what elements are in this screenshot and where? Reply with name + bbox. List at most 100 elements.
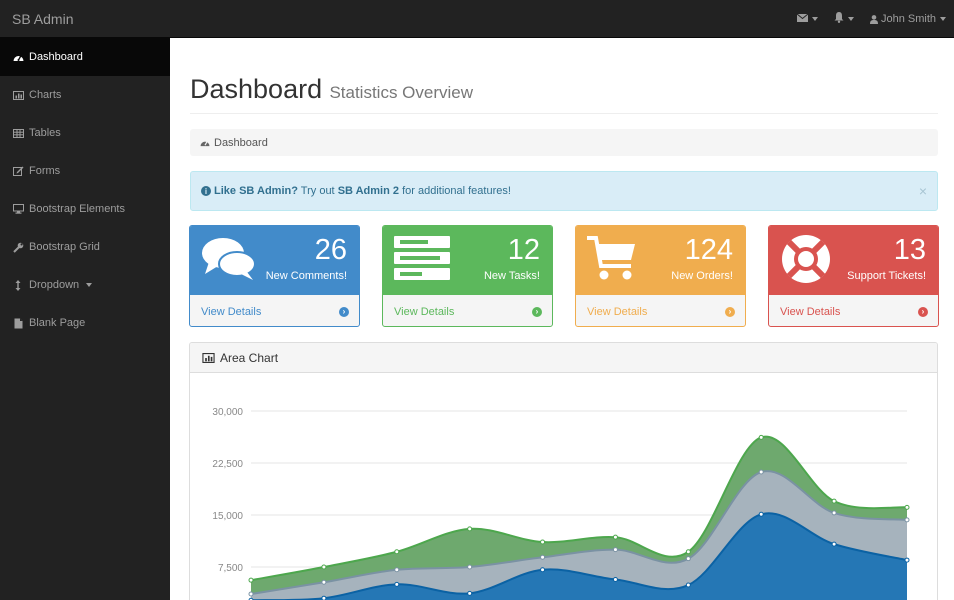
data-point[interactable] (467, 590, 473, 596)
data-point[interactable] (904, 557, 910, 563)
area-chart: 30,000 22,500 15,000 7,500 (212, 407, 910, 600)
bell-icon (834, 12, 844, 26)
panel-value: 26 (314, 234, 347, 266)
area-chart-panel: Area Chart 30,000 22,500 15,000 7,500 (189, 342, 938, 600)
panel-label: New Comments! (265, 270, 347, 282)
user-dropdown[interactable]: John Smith (862, 0, 954, 38)
data-point[interactable] (394, 549, 400, 555)
view-details-link[interactable]: View Details › (190, 295, 359, 326)
sidebar-item-dropdown[interactable]: Dropdown (0, 266, 170, 304)
data-point[interactable] (685, 549, 691, 555)
data-point[interactable] (540, 554, 546, 560)
user-icon (869, 14, 878, 24)
data-point[interactable] (540, 539, 546, 545)
info-circle-icon: i (201, 186, 211, 196)
chevron-down-icon (86, 283, 93, 287)
arrow-circle-right-icon: › (918, 306, 928, 317)
data-point[interactable] (467, 526, 473, 532)
sidebar-item-charts[interactable]: Charts (0, 76, 170, 114)
data-point[interactable] (612, 534, 618, 540)
data-point[interactable] (904, 517, 910, 523)
data-point[interactable] (321, 595, 327, 600)
bar-chart-icon (202, 352, 215, 363)
panel-value: 124 (684, 234, 733, 266)
series-line-0 (250, 512, 908, 600)
data-point[interactable] (612, 547, 618, 553)
data-point[interactable] (904, 504, 910, 510)
navbar-right: John Smith (789, 0, 954, 38)
view-details-text: View Details (587, 305, 648, 318)
panel-heading: 26 New Comments! (190, 226, 359, 295)
data-point[interactable] (758, 511, 764, 517)
panel-heading: Area Chart (190, 343, 937, 373)
view-details-text: View Details (201, 305, 262, 318)
data-point[interactable] (831, 498, 837, 504)
view-details-text: View Details (394, 305, 455, 318)
page-header: Dashboard Statistics Overview (190, 74, 938, 114)
table-icon (12, 127, 24, 139)
chevron-down-icon (847, 17, 854, 21)
data-point[interactable] (467, 564, 473, 570)
shopping-cart-icon (587, 236, 637, 285)
sidebar-item-blank-page[interactable]: Blank Page (0, 304, 170, 342)
data-point[interactable] (321, 579, 327, 585)
sidebar-item-label: Tables (29, 127, 61, 139)
data-point[interactable] (758, 469, 764, 475)
sidebar-item-tables[interactable]: Tables (0, 114, 170, 152)
user-name: John Smith (880, 13, 936, 25)
data-point[interactable] (758, 434, 764, 440)
alerts-dropdown[interactable] (826, 0, 862, 38)
view-details-text: View Details (780, 305, 841, 318)
sidebar-item-bootstrap-elements[interactable]: Bootstrap Elements (0, 190, 170, 228)
data-point[interactable] (685, 582, 691, 588)
arrows-v-icon (12, 279, 24, 291)
sidebar: Dashboard Charts Tables Forms Bootstrap … (0, 38, 170, 600)
sidebar-item-bootstrap-grid[interactable]: Bootstrap Grid (0, 228, 170, 266)
alert-strong: Like SB Admin? (214, 185, 298, 197)
data-point[interactable] (831, 510, 837, 516)
tasks-icon (394, 236, 450, 283)
view-details-link[interactable]: View Details › (576, 295, 745, 326)
y-tick-label: 22,500 (212, 459, 243, 470)
envelope-icon (796, 13, 809, 25)
comments-icon (201, 236, 257, 285)
alert-text-2: for additional features! (399, 185, 511, 197)
data-point[interactable] (248, 577, 254, 583)
panel-title: Area Chart (220, 350, 279, 365)
data-point[interactable] (394, 567, 400, 573)
sidebar-item-label: Dashboard (29, 51, 83, 63)
data-point[interactable] (612, 576, 618, 582)
messages-dropdown[interactable] (789, 0, 826, 38)
panel-value: 13 (893, 234, 926, 266)
data-point[interactable] (321, 564, 327, 570)
panel-label: New Orders! (671, 270, 733, 282)
close-button[interactable]: × (918, 183, 927, 199)
arrow-circle-right-icon: › (339, 306, 349, 317)
sidebar-item-label: Bootstrap Grid (29, 241, 100, 253)
sidebar-item-forms[interactable]: Forms (0, 152, 170, 190)
data-point[interactable] (394, 581, 400, 587)
data-point[interactable] (831, 541, 837, 547)
view-details-link[interactable]: View Details › (383, 295, 552, 326)
alert-link[interactable]: SB Admin 2 (337, 185, 400, 197)
data-point[interactable] (248, 591, 254, 597)
sidebar-item-label: Bootstrap Elements (29, 203, 125, 215)
sidebar-item-dashboard[interactable]: Dashboard (0, 38, 170, 76)
y-tick-label: 7,500 (218, 563, 243, 574)
data-point[interactable] (685, 556, 691, 562)
data-point[interactable] (540, 567, 546, 573)
page-title: Dashboard (190, 74, 323, 104)
brand-link[interactable]: SB Admin (12, 11, 74, 27)
chevron-down-icon (940, 17, 946, 21)
y-tick-label: 30,000 (212, 407, 243, 418)
edit-icon (12, 165, 24, 177)
sidebar-item-label: Forms (29, 165, 61, 177)
view-details-link[interactable]: View Details › (769, 295, 938, 326)
dashboard-icon (200, 139, 210, 147)
file-icon (12, 317, 24, 329)
breadcrumb-item-dashboard: Dashboard (214, 136, 268, 149)
panel-value: 12 (507, 234, 540, 266)
panel-label: New Tasks! (483, 270, 540, 282)
alert-text: Try out (297, 185, 338, 197)
series-line-1 (250, 470, 908, 596)
